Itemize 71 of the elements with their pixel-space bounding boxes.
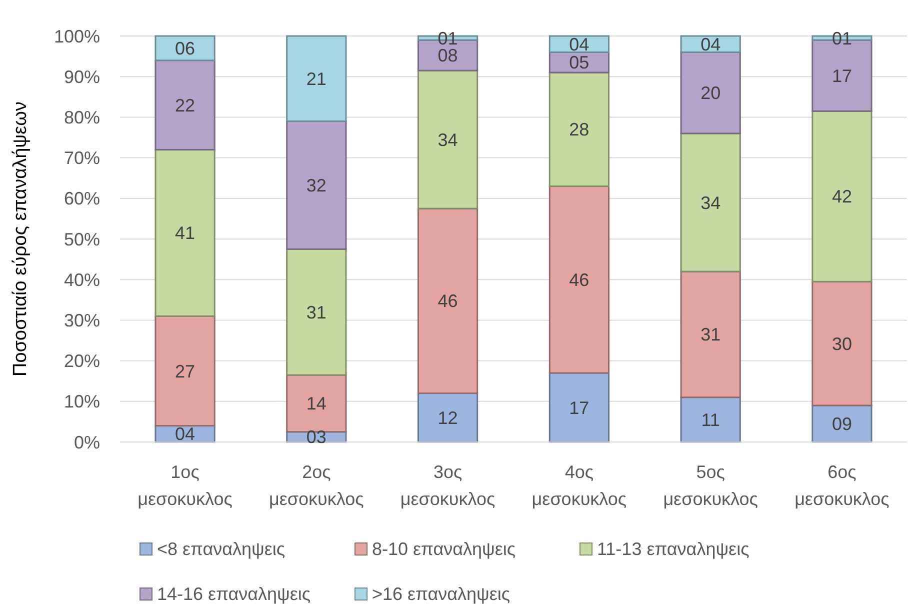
y-tick-label: 80% <box>64 108 100 128</box>
y-tick-label: 90% <box>64 66 100 87</box>
y-tick-label: 30% <box>64 310 100 330</box>
data-label: 03 <box>306 427 326 448</box>
data-label: 12 <box>438 408 458 428</box>
data-label: 46 <box>569 270 590 290</box>
data-label: 31 <box>306 302 326 322</box>
legend-label: <8 επαναληψεις <box>157 539 286 559</box>
bar <box>286 120 347 250</box>
data-label: 28 <box>569 120 590 140</box>
data-label: 27 <box>175 361 196 382</box>
data-label: 30 <box>832 334 852 354</box>
y-tick-label: 50% <box>64 229 100 250</box>
data-label: 09 <box>832 414 852 434</box>
legend-label: >16 επαναληψεις <box>372 584 510 604</box>
y-axis-title: Ποσοστιαίο εύρος επαναλήψεων <box>10 102 31 376</box>
data-label: 34 <box>700 192 721 213</box>
bar <box>154 60 216 150</box>
x-tick-label: 2ος μεσοκυκλος <box>269 462 364 509</box>
data-label: 31 <box>700 324 721 345</box>
data-label: 04 <box>700 34 721 54</box>
y-tick-label: 20% <box>64 351 100 372</box>
bar <box>548 185 610 374</box>
data-label: 17 <box>832 66 852 86</box>
bar <box>154 315 216 427</box>
data-label: 11 <box>701 410 720 430</box>
bar <box>812 110 872 282</box>
bar <box>680 270 741 398</box>
legend-label: 8-10 επαναληψεις <box>372 539 516 559</box>
data-label: 21 <box>306 68 326 89</box>
bar <box>548 72 610 187</box>
data-label: 04 <box>175 424 196 444</box>
y-tick-label: 0% <box>74 432 100 452</box>
bar <box>286 35 347 122</box>
bar <box>417 392 478 443</box>
data-label: 41 <box>175 223 196 244</box>
data-label: 22 <box>175 95 196 116</box>
data-label: 06 <box>175 38 196 58</box>
data-label: 34 <box>438 130 458 150</box>
bar <box>417 208 478 394</box>
x-tick-label: 1ος μεσοκυκλος <box>138 462 233 509</box>
bar <box>680 396 741 443</box>
x-tick-label: 5ος μεσοκυκλος <box>663 462 758 509</box>
x-tick-label: 4ος μεσοκυκλος <box>532 462 627 509</box>
bar <box>154 35 216 62</box>
bar <box>286 248 347 376</box>
bar <box>812 404 872 443</box>
y-tick-label: 70% <box>64 148 100 168</box>
data-label: 14 <box>306 394 326 414</box>
bar <box>680 51 741 134</box>
bar <box>548 372 610 443</box>
data-label: 05 <box>569 52 590 73</box>
bar <box>680 132 741 272</box>
data-label: 46 <box>438 291 458 312</box>
data-label: 42 <box>832 186 852 207</box>
y-tick-label: 60% <box>64 188 100 209</box>
y-tick-label: 40% <box>64 270 100 290</box>
bar <box>154 148 216 317</box>
legend-label: 11-13 επαναληψεις <box>597 539 750 559</box>
legend-label: 14-16 επαναληψεις <box>157 584 311 604</box>
data-label: 20 <box>700 83 721 104</box>
x-tick-label: 6ος μεσοκυκλος <box>794 462 890 509</box>
data-label: 08 <box>438 46 458 66</box>
bar <box>417 70 478 210</box>
y-tick-label: 100% <box>54 26 100 46</box>
data-label: 04 <box>569 34 590 54</box>
data-label: 32 <box>306 176 326 196</box>
data-label: 17 <box>569 398 590 418</box>
bar <box>812 280 872 406</box>
x-tick-label: 3ος μεσοκυκλος <box>400 462 496 509</box>
y-tick-label: 10% <box>64 392 100 412</box>
